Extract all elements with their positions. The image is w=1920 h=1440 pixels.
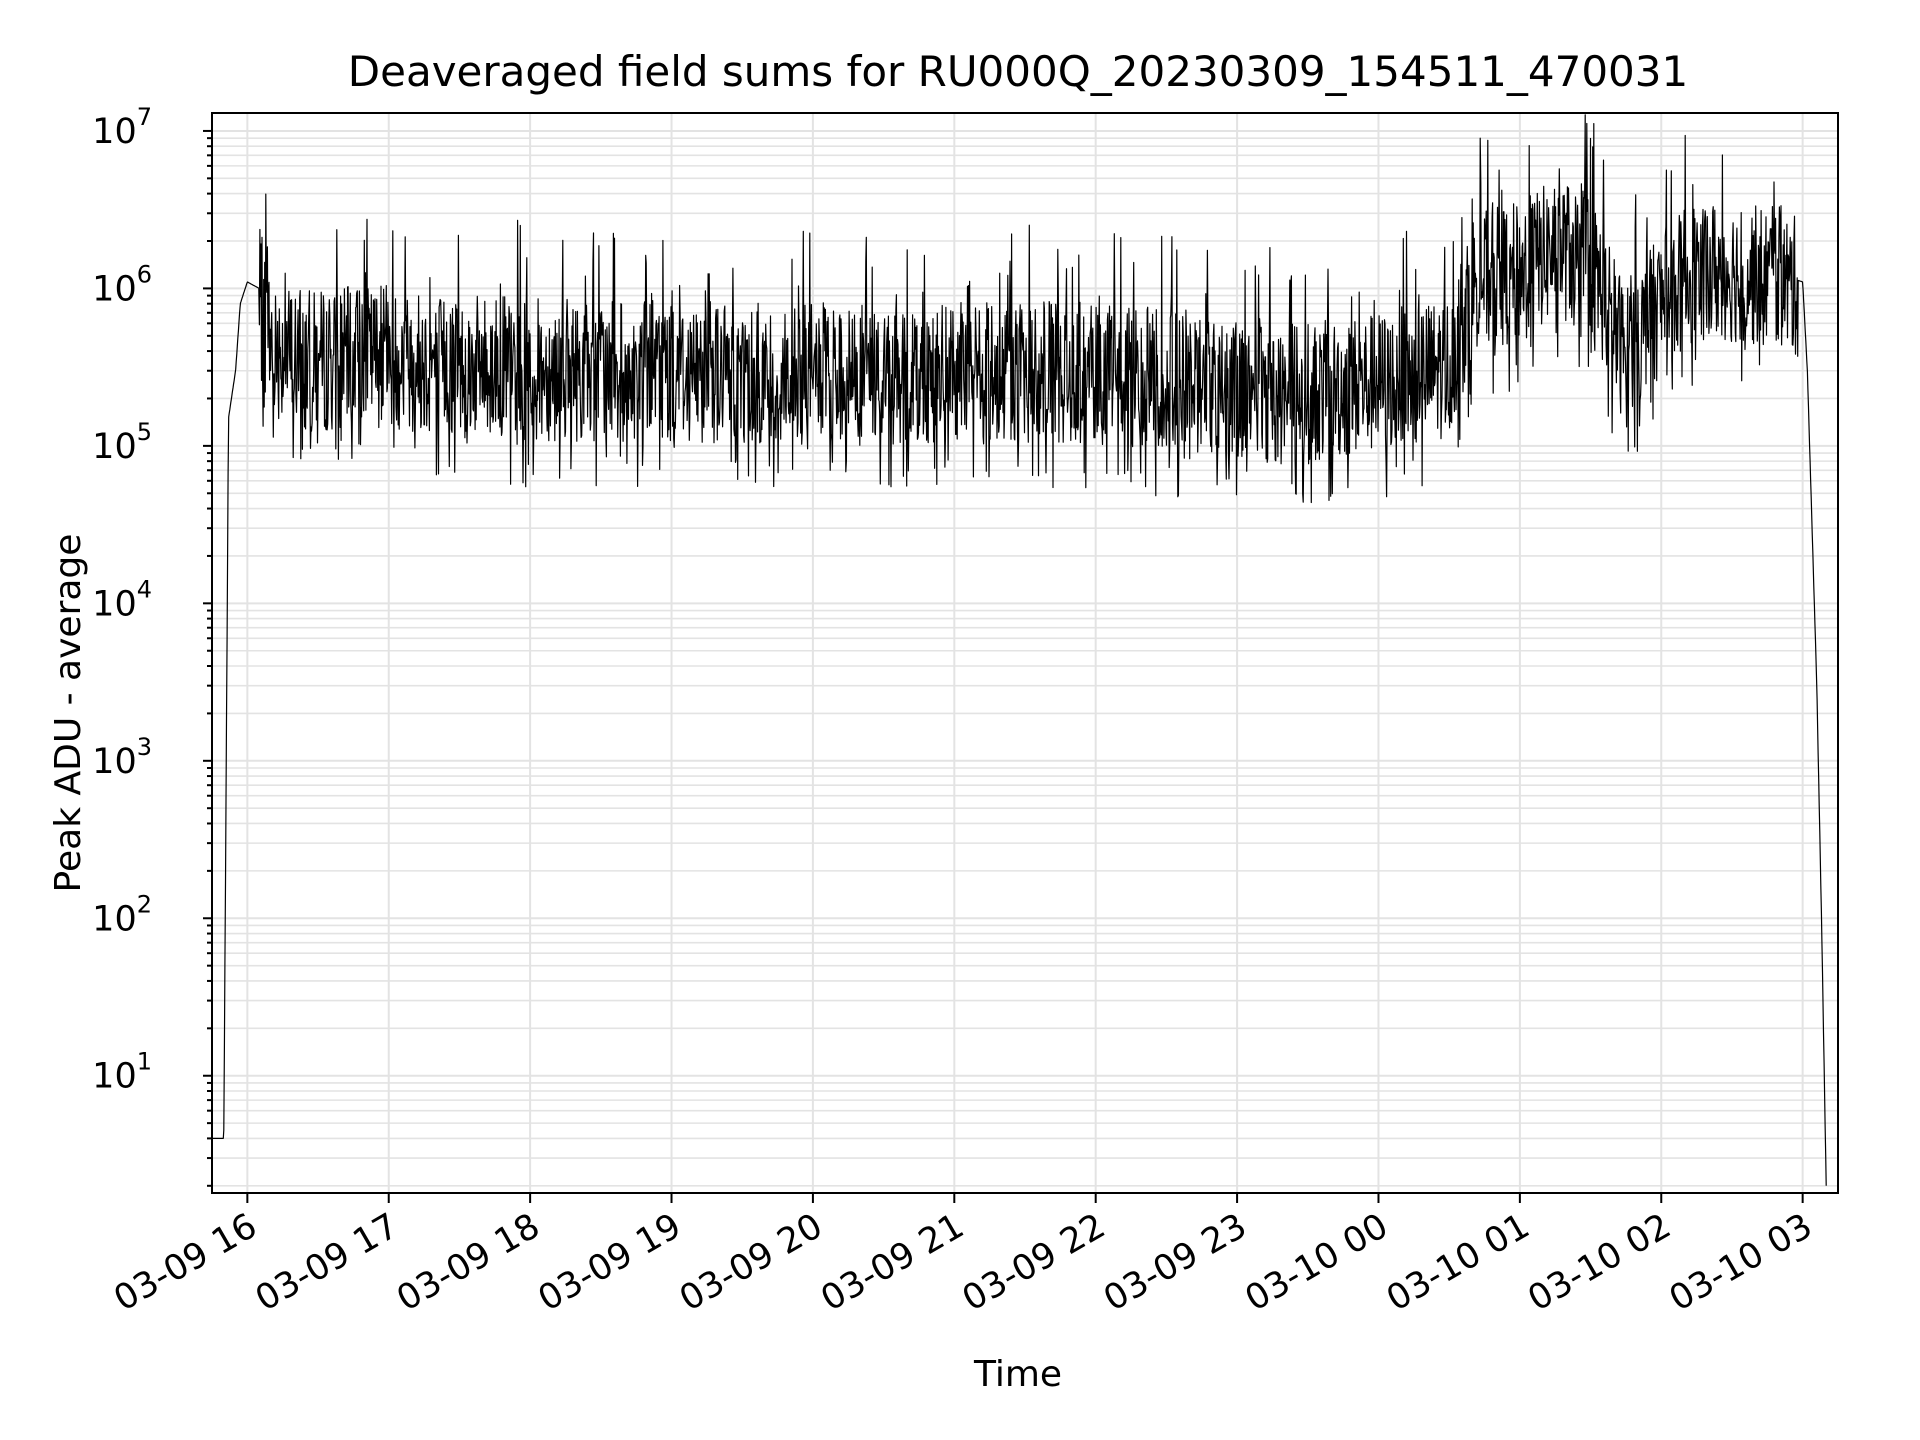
y-tick-label: 101 [92,1048,152,1097]
axes-frame [211,112,1839,1194]
grid [212,113,1838,1193]
y-tick-label: 102 [92,890,152,939]
y-tick-label: 106 [92,260,152,309]
chart-title: Deaveraged field sums for RU000Q_2023030… [348,47,1688,96]
x-axis-label: Time [973,1354,1062,1395]
y-axis: 101 102 103 104 105 106 107 [92,103,212,1187]
y-axis-label: Peak ADU - average [48,534,89,893]
y-tick-label: 104 [92,575,152,624]
y-tick-label: 103 [92,733,152,782]
y-tick-label: 107 [92,103,152,152]
plot-area [211,114,1827,1186]
y-tick-label: 105 [92,418,152,467]
data-line [211,114,1827,1186]
